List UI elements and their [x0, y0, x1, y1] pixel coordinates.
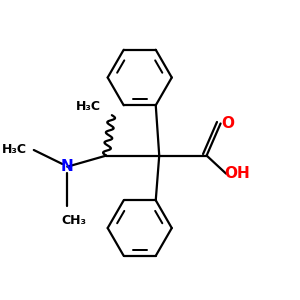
Text: CH₃: CH₃	[62, 214, 87, 227]
Text: OH: OH	[224, 166, 250, 181]
Text: H₃C: H₃C	[2, 143, 27, 157]
Text: O: O	[221, 116, 234, 131]
Text: H₃C: H₃C	[76, 100, 101, 113]
Text: N: N	[61, 159, 74, 174]
